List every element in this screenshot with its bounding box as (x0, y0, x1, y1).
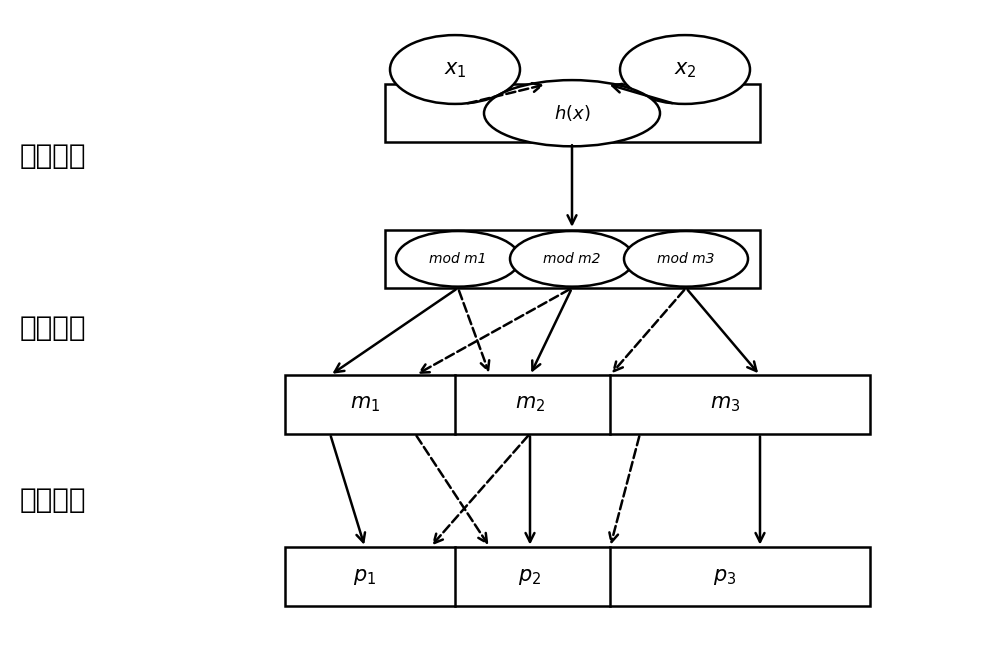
Ellipse shape (396, 231, 520, 287)
FancyArrowPatch shape (526, 436, 534, 542)
FancyArrowPatch shape (417, 436, 487, 543)
Ellipse shape (484, 80, 660, 146)
FancyArrowPatch shape (614, 290, 684, 371)
FancyBboxPatch shape (385, 230, 760, 288)
Ellipse shape (624, 231, 748, 287)
Text: $x_2$: $x_2$ (674, 60, 696, 79)
Ellipse shape (390, 35, 520, 104)
Text: $p_{1}$: $p_{1}$ (353, 567, 377, 587)
FancyArrowPatch shape (459, 291, 489, 370)
Text: mod m2: mod m2 (543, 252, 601, 266)
Ellipse shape (620, 35, 750, 104)
Text: 取模过程: 取模过程 (20, 314, 87, 342)
FancyArrowPatch shape (420, 289, 570, 373)
FancyArrowPatch shape (612, 84, 672, 103)
Text: $m_{2}$: $m_{2}$ (515, 395, 545, 414)
FancyArrowPatch shape (331, 436, 365, 542)
FancyArrowPatch shape (468, 83, 542, 103)
FancyArrowPatch shape (568, 145, 576, 224)
FancyArrowPatch shape (609, 436, 639, 542)
Text: mod m1: mod m1 (429, 252, 487, 266)
Text: $m_{3}$: $m_{3}$ (710, 395, 740, 414)
FancyBboxPatch shape (285, 375, 870, 434)
Ellipse shape (510, 231, 634, 287)
Text: 均分过程: 均分过程 (20, 486, 87, 514)
Text: 哈希过程: 哈希过程 (20, 142, 87, 169)
Text: mod m3: mod m3 (657, 252, 715, 266)
Text: $p_{3}$: $p_{3}$ (713, 567, 737, 587)
FancyArrowPatch shape (688, 290, 756, 371)
Text: $h(x)$: $h(x)$ (554, 103, 590, 123)
FancyArrowPatch shape (434, 436, 528, 544)
FancyBboxPatch shape (285, 547, 870, 606)
Text: $x_1$: $x_1$ (444, 60, 466, 79)
FancyArrowPatch shape (756, 436, 764, 542)
Text: $m_{1}$: $m_{1}$ (350, 395, 380, 414)
FancyArrowPatch shape (335, 289, 456, 372)
FancyArrowPatch shape (532, 291, 571, 370)
Text: $p_{2}$: $p_{2}$ (518, 567, 542, 587)
FancyBboxPatch shape (385, 84, 760, 142)
